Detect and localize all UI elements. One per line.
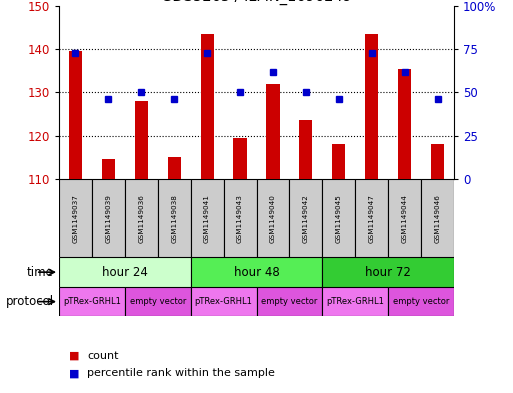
- Bar: [322, 257, 454, 287]
- Bar: [388, 287, 454, 316]
- Text: GSM1149038: GSM1149038: [171, 194, 177, 242]
- Text: GSM1149039: GSM1149039: [105, 194, 111, 242]
- Text: pTRex-GRHL1: pTRex-GRHL1: [194, 297, 252, 306]
- Text: empty vector: empty vector: [130, 297, 186, 306]
- Text: protocol: protocol: [6, 295, 54, 308]
- Text: GSM1149043: GSM1149043: [237, 194, 243, 242]
- Bar: [233, 138, 247, 179]
- Bar: [135, 101, 148, 179]
- Text: hour 72: hour 72: [365, 266, 411, 279]
- Bar: [299, 120, 312, 179]
- Bar: [289, 179, 322, 257]
- Bar: [158, 179, 191, 257]
- Bar: [125, 179, 158, 257]
- Text: hour 48: hour 48: [233, 266, 280, 279]
- Bar: [201, 34, 214, 179]
- Text: pTRex-GRHL1: pTRex-GRHL1: [63, 297, 121, 306]
- Bar: [355, 179, 388, 257]
- Bar: [168, 157, 181, 179]
- Bar: [191, 287, 256, 316]
- Text: ■: ■: [69, 368, 80, 378]
- Text: time: time: [27, 266, 54, 279]
- Bar: [224, 179, 256, 257]
- Bar: [388, 179, 421, 257]
- Text: hour 24: hour 24: [102, 266, 148, 279]
- Text: percentile rank within the sample: percentile rank within the sample: [87, 368, 275, 378]
- Text: GSM1149047: GSM1149047: [369, 194, 374, 242]
- Bar: [365, 34, 378, 179]
- Text: GSM1149037: GSM1149037: [72, 194, 78, 242]
- Bar: [431, 144, 444, 179]
- Text: ■: ■: [69, 351, 80, 361]
- Bar: [332, 144, 345, 179]
- Text: GSM1149041: GSM1149041: [204, 194, 210, 242]
- Text: GSM1149046: GSM1149046: [435, 194, 441, 242]
- Bar: [398, 68, 411, 179]
- Bar: [102, 160, 115, 179]
- Bar: [322, 287, 388, 316]
- Bar: [191, 257, 322, 287]
- Text: GSM1149042: GSM1149042: [303, 194, 309, 242]
- Text: count: count: [87, 351, 119, 361]
- Text: GSM1149045: GSM1149045: [336, 194, 342, 242]
- Bar: [69, 51, 82, 179]
- Bar: [256, 287, 322, 316]
- Bar: [59, 257, 191, 287]
- Title: GDS5263 / ILMN_1696249: GDS5263 / ILMN_1696249: [161, 0, 352, 5]
- Bar: [191, 179, 224, 257]
- Bar: [59, 179, 92, 257]
- Text: GSM1149040: GSM1149040: [270, 194, 276, 242]
- Text: empty vector: empty vector: [261, 297, 318, 306]
- Bar: [266, 84, 280, 179]
- Text: pTRex-GRHL1: pTRex-GRHL1: [326, 297, 384, 306]
- Text: empty vector: empty vector: [393, 297, 449, 306]
- Bar: [59, 287, 125, 316]
- Bar: [125, 287, 191, 316]
- Bar: [256, 179, 289, 257]
- Bar: [92, 179, 125, 257]
- Bar: [421, 179, 454, 257]
- Text: GSM1149044: GSM1149044: [402, 194, 408, 242]
- Bar: [322, 179, 355, 257]
- Text: GSM1149036: GSM1149036: [139, 194, 144, 242]
